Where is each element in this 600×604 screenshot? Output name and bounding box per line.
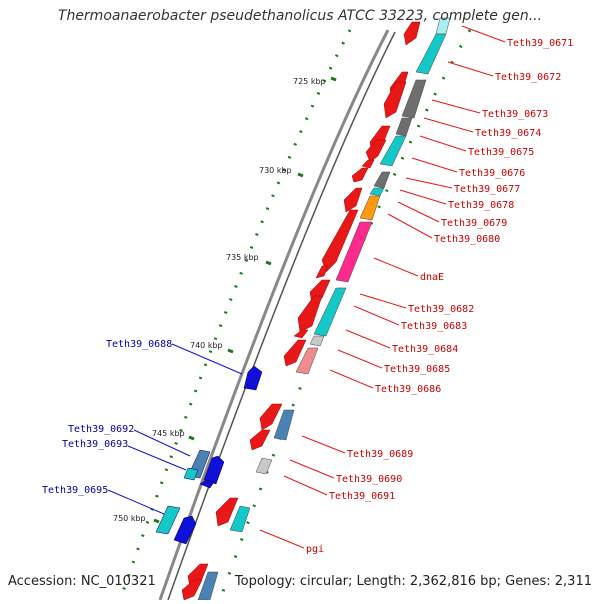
left-leaders [107,343,243,515]
kbp-label: 735 kbp [226,253,259,262]
gene-label[interactable]: Teth39_0674 [475,128,541,139]
gene-arrow-blue [199,479,215,489]
gene-label[interactable]: Teth39_0678 [448,200,514,211]
gene-arrow [283,339,307,367]
reverse-genes [155,365,263,545]
gene-label[interactable]: Teth39_0686 [375,384,441,395]
feature-bar-cyan [415,33,447,75]
gene-arrow [259,403,283,431]
map-title: Thermoanaerobacter pseudethanolicus ATCC… [57,8,543,24]
gene-label[interactable]: Teth39_0675 [468,147,534,158]
feature-bar-cyan [369,187,385,197]
feature-bar-gray [401,79,427,119]
feature-bar-orange [359,195,381,221]
backbone-inner [167,31,396,601]
gene-arrow [297,295,323,333]
feature-bar-pink [295,347,319,375]
gene-label[interactable]: Teth39_0692 [68,424,134,435]
gene-arrow [403,21,421,46]
gene-arrow [181,579,203,601]
gene-arrow [361,159,375,169]
gene-label[interactable]: Teth39_0689 [347,449,413,460]
accession-text: Accession: NC_010321 [8,574,156,589]
gene-label[interactable]: Teth39_0679 [441,218,507,229]
gene-arrow [343,187,363,213]
gene-arrow [351,167,369,183]
gene-arrow [215,497,239,527]
gene-label[interactable]: dnaE [420,272,444,283]
kbp-label: 725 kbp [293,77,326,86]
gene-arrow [365,139,387,163]
feature-bar-lightgray [255,457,273,475]
feature-bar-lightgray [309,335,325,347]
gene-arrow-blue [243,365,263,391]
kbp-label: 745 kbp [152,429,185,438]
gene-arrow [315,265,329,279]
gene-label[interactable]: Teth39_0688 [106,339,172,350]
gene-label[interactable]: Teth39_0684 [392,344,458,355]
gene-label[interactable]: Teth39_0677 [454,184,520,195]
gene-label[interactable]: Teth39_0691 [329,491,395,502]
gene-label[interactable]: Teth39_0693 [62,439,128,450]
inner-ring-dots [218,29,472,601]
backbone-outer [158,29,390,601]
gene-label[interactable]: pgi [306,544,324,555]
gene-label[interactable]: Teth39_0695 [42,485,108,496]
feature-bars [197,17,451,601]
gene-arrow [293,329,309,339]
gene-arrow [383,81,407,119]
kbp-label: 750 kbp [113,514,146,523]
feature-bar-cyan [313,287,347,337]
feature-bar-steel [273,409,295,441]
right-labels: Teth39_0671 Teth39_0672 Teth39_0673 Teth… [306,38,573,555]
feature-bar-gray [395,117,413,137]
gene-label[interactable]: Teth39_0671 [507,38,573,49]
gene-label[interactable]: Teth39_0685 [384,364,450,375]
feature-bar-magenta [335,221,373,283]
feature-bar-gray [373,171,391,189]
feature-bar-cyan [229,505,251,533]
gene-arrow-blue [173,515,197,545]
left-labels: Teth39_0688 Teth39_0692 Teth39_0693 Teth… [42,339,172,496]
forward-genes [181,21,421,601]
topology-text: Topology: circular; Length: 2,362,816 bp… [234,574,592,589]
gene-label[interactable]: Teth39_0672 [495,72,561,83]
gene-arrow-blue [203,455,225,485]
feature-bar-cyan [183,467,199,481]
kbp-label: 730 kbp [259,166,292,175]
scale-ticks [153,76,337,524]
gene-arrow [321,209,359,273]
gene-label[interactable]: Teth39_0682 [408,304,474,315]
gene-label[interactable]: Teth39_0673 [482,109,548,120]
kbp-label: 740 kbp [190,341,223,350]
gene-label[interactable]: Teth39_0676 [459,168,525,179]
feature-bar-cyan [155,505,181,535]
gene-label[interactable]: Teth39_0680 [434,234,500,245]
gene-arrow [249,429,271,451]
gene-label[interactable]: Teth39_0690 [336,474,402,485]
gene-label[interactable]: Teth39_0683 [401,321,467,332]
feature-bar-cyan [379,135,407,167]
right-leaders [259,25,506,549]
